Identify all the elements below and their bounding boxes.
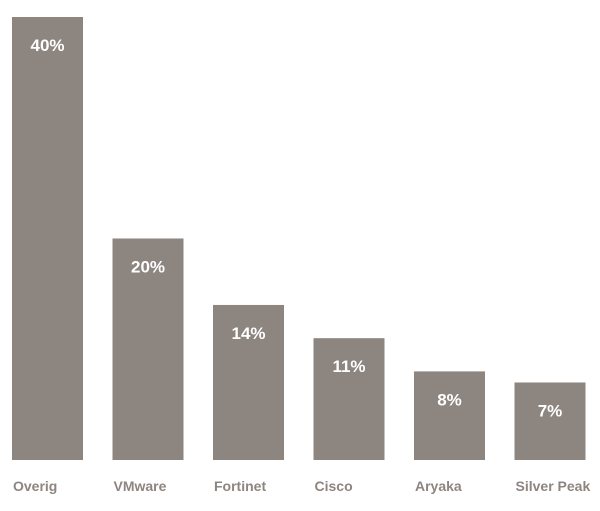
bar-fortinet (213, 304, 284, 460)
bar-silver-peak (514, 382, 586, 460)
category-label-silver-peak: Silver Peak (516, 478, 591, 494)
category-label-cisco: Cisco (315, 478, 353, 494)
value-label-silver-peak: 7% (538, 401, 563, 420)
category-label-aryaka: Aryaka (415, 478, 462, 494)
value-label-fortinet: 14% (231, 324, 265, 343)
bar-aryaka (414, 371, 485, 460)
value-label-cisco: 11% (332, 357, 365, 376)
bar-cisco (313, 338, 385, 460)
category-label-vmware: VMware (114, 478, 167, 494)
bar-vmware (112, 238, 184, 460)
value-label-overig: 40% (30, 36, 64, 55)
bar-overig (12, 17, 83, 460)
value-label-vmware: 20% (131, 258, 165, 277)
category-label-fortinet: Fortinet (214, 478, 266, 494)
category-label-overig: Overig (13, 478, 57, 494)
value-label-aryaka: 8% (437, 390, 462, 409)
